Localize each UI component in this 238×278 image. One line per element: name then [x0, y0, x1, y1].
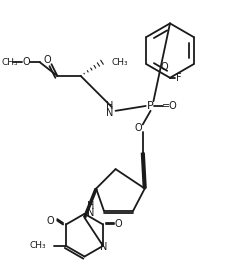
Text: N: N — [100, 242, 108, 252]
Text: H: H — [106, 101, 114, 111]
Text: O: O — [22, 57, 30, 67]
Text: P: P — [147, 101, 154, 111]
Text: F: F — [176, 73, 182, 83]
Text: H: H — [87, 201, 95, 211]
Text: N: N — [87, 208, 95, 218]
Text: O: O — [160, 62, 168, 72]
Text: CH₃: CH₃ — [2, 58, 19, 67]
Text: O: O — [134, 123, 142, 133]
Text: N: N — [106, 108, 114, 118]
Text: CH₃: CH₃ — [30, 241, 47, 250]
Text: CH₃: CH₃ — [112, 58, 128, 67]
Text: O: O — [115, 220, 122, 230]
Text: O: O — [44, 55, 51, 65]
Text: =O: =O — [162, 101, 178, 111]
Text: O: O — [47, 216, 54, 226]
